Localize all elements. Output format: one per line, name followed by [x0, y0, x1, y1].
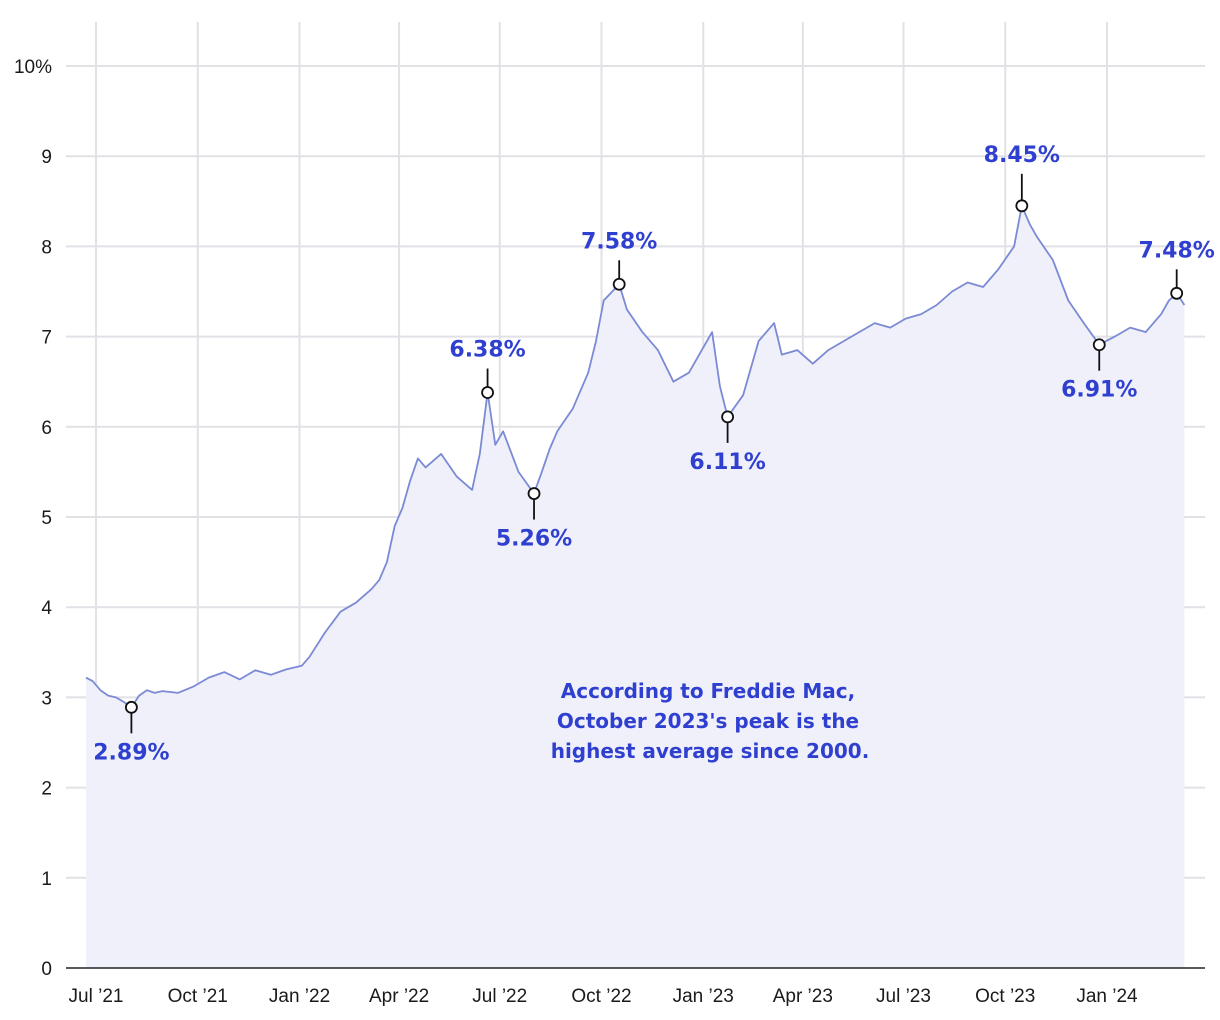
- annotations: 2.89% 6.38% 5.26% 7.58% 6.11% 8.45% 6.91% 7.48%: [93, 143, 1215, 766]
- y-tick-label: 4: [41, 598, 52, 619]
- annotation-label: 5.26%: [496, 527, 572, 552]
- y-tick-label: 7: [41, 328, 52, 349]
- y-tick-label: 1: [41, 869, 52, 890]
- y-tick-label: 9: [41, 147, 52, 168]
- chart-note: According to Freddie Mac, October 2023's…: [551, 679, 870, 763]
- annotation-label: 7.58%: [581, 229, 657, 254]
- y-tick-label: 2: [41, 779, 52, 800]
- y-tick-label: 10%: [14, 57, 52, 78]
- y-tick-label: 0: [41, 959, 52, 980]
- x-tick-label: Oct ’23: [975, 986, 1035, 1007]
- y-tick-label: 3: [41, 688, 52, 709]
- annotation-label: 7.48%: [1139, 238, 1215, 263]
- annotation-marker: [1092, 338, 1106, 352]
- annotation-marker: [527, 487, 541, 500]
- x-tick-label: Jan ’24: [1076, 986, 1138, 1007]
- x-tick-label: Oct ’21: [168, 986, 228, 1007]
- rate-area-fill: [86, 205, 1185, 969]
- note-line-3: highest average since 2000.: [551, 739, 870, 763]
- annotation-marker: [124, 700, 138, 714]
- rate-line: [85, 204, 1186, 709]
- x-tick-label: Jul ’21: [69, 986, 124, 1007]
- note-line-1: According to Freddie Mac,: [561, 679, 855, 703]
- x-tick-label: Jul ’23: [876, 986, 931, 1007]
- annotation-marker: [612, 277, 626, 291]
- annotation-marker: [721, 410, 734, 424]
- axis-ticks: 0 1 2 3 4 5 6 7 8 9 10% Jul ’21 Oct ’21 Jan ’22 Apr ’2…: [14, 57, 1138, 1007]
- x-tick-label: Oct ’22: [571, 986, 631, 1007]
- note-line-2: October 2023's peak is the: [557, 709, 859, 733]
- y-tick-label: 5: [41, 508, 52, 529]
- y-tick-label: 8: [41, 237, 52, 258]
- annotation-marker: [1015, 199, 1029, 213]
- annotation-marker: [481, 386, 494, 399]
- x-tick-label: Apr ’22: [369, 986, 429, 1007]
- x-tick-label: Jul ’22: [472, 986, 527, 1007]
- annotation-label: 6.11%: [689, 450, 765, 475]
- annotation-marker: [1170, 286, 1184, 300]
- annotation-label: 2.89%: [93, 740, 169, 765]
- x-tick-label: Jan ’22: [269, 986, 330, 1007]
- annotation-label: 6.91%: [1061, 378, 1137, 403]
- x-tick-label: Apr ’23: [773, 986, 833, 1007]
- annotation-label: 8.45%: [984, 143, 1060, 168]
- y-tick-label: 6: [41, 418, 52, 439]
- annotation-label: 6.38%: [449, 338, 525, 363]
- x-tick-label: Jan ’23: [673, 986, 734, 1007]
